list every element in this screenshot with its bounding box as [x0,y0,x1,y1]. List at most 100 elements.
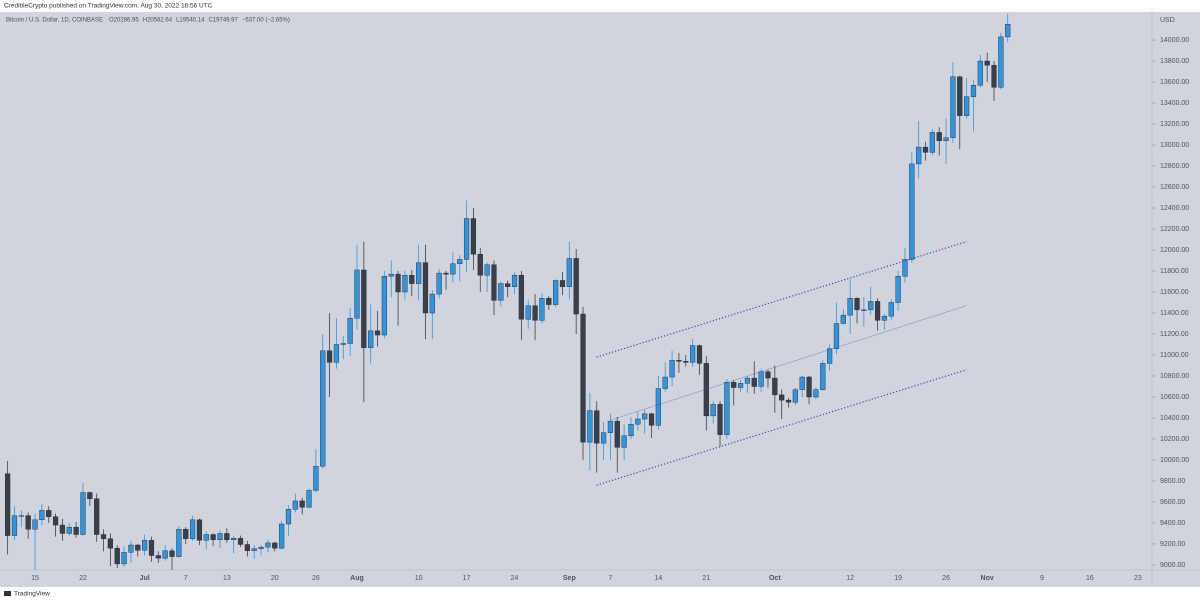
y-tick-label: 14000.00 [1160,37,1189,44]
candle-body [484,264,490,276]
footer-brand: TradingView [14,591,50,598]
candle-body [943,137,949,142]
y-tick-label: 9200.00 [1160,541,1185,548]
candle-body [142,540,148,551]
candle-body [731,382,737,388]
candle-body [292,500,298,510]
candle-body [539,298,545,321]
x-tick-label: 21 [702,575,710,582]
x-tick-label: 12 [846,575,854,582]
x-tick-label: 24 [511,575,519,582]
candle-body [498,283,504,301]
candle-body [313,466,319,491]
candle-body [820,363,826,390]
candle-body [196,519,203,541]
candle-body [833,323,840,349]
candle-body [696,345,703,364]
candle-body [457,259,463,264]
y-tick-label: 12200.00 [1160,226,1189,233]
candle-body [532,305,538,321]
candle-body [737,383,744,388]
x-tick-label: Aug [350,575,364,582]
y-tick-label: 10400.00 [1160,415,1189,422]
x-tick-label: 15 [31,575,39,582]
candle-body [265,542,271,548]
candle-body [340,343,346,345]
candle-body [429,293,435,314]
candle-body [183,529,189,539]
x-tick-label: 22 [79,575,87,582]
candle-body [772,377,778,396]
trend-line [610,305,967,421]
y-tick-label: 11600.00 [1160,289,1189,296]
candle-body [299,500,305,508]
candle-body [950,76,956,138]
candle-body [751,377,757,387]
candle-body [984,60,990,66]
candle-body [594,410,600,444]
candle-body [162,550,168,559]
candle-body [395,273,401,293]
candle-body [306,490,312,508]
symbol-label: Bitcoin / U.S. Dollar, 1D, COINBASE [6,18,103,24]
y-tick-label: 9800.00 [1160,478,1185,485]
candle-body [525,305,531,320]
candle-body [169,550,175,557]
x-tick-label: 13 [223,575,231,582]
candle-body [73,526,79,535]
candle-body [587,410,593,443]
candle-body [203,534,209,541]
candle-body [676,360,682,362]
candle-body [176,529,182,557]
candle-body [511,274,518,287]
x-tick-label: Nov [981,575,994,582]
footer-logo [4,591,11,596]
candle-body [518,274,524,320]
ohlc-value: O20286.95 [109,18,139,24]
candle-body [244,544,250,551]
candle-body [285,509,292,525]
y-tick-label: 10200.00 [1160,436,1189,443]
candle-body [724,382,730,435]
candle-body [416,262,422,284]
candle-body [505,283,511,287]
candle-body [785,399,792,403]
candle-body [224,533,230,540]
candle-body [135,544,141,551]
candle-body [59,524,66,534]
candle-body [463,218,470,260]
ohlc-value: C19749.97 [208,18,238,24]
candle-body [121,552,127,565]
candle-body [566,258,572,287]
candle-body [998,36,1004,88]
y-tick-label: 13600.00 [1160,79,1189,86]
y-tick-label: 12000.00 [1160,247,1189,254]
candle-body [39,510,45,521]
candle-body [52,516,59,526]
y-tick-label: 10800.00 [1160,373,1189,380]
candle-body [779,394,785,401]
candle-body [388,273,394,277]
x-tick-label: 9 [1040,575,1044,582]
candle-body [902,259,908,277]
candle-body [964,96,970,116]
x-tick-label: 10 [415,575,423,582]
y-tick-label: 12600.00 [1160,184,1189,191]
candle-body [642,413,648,420]
candle-body [703,363,709,417]
trend-line [596,369,967,486]
y-tick-label: 11200.00 [1160,331,1189,338]
x-tick-label: 14 [654,575,662,582]
candle-body [806,376,812,398]
y-tick-label: 12400.00 [1160,205,1189,212]
y-tick-label: 9600.00 [1160,499,1185,506]
candle-body [361,269,367,348]
candle-body [559,280,566,287]
x-tick-label: Oct [769,575,781,582]
candle-body [436,272,442,295]
candle-body [237,537,244,545]
x-tick-label: Jul [140,575,150,582]
ohlc-value: −537.00 (−2.65%) [242,18,290,24]
candle-body [655,388,661,426]
candle-body [333,344,340,363]
